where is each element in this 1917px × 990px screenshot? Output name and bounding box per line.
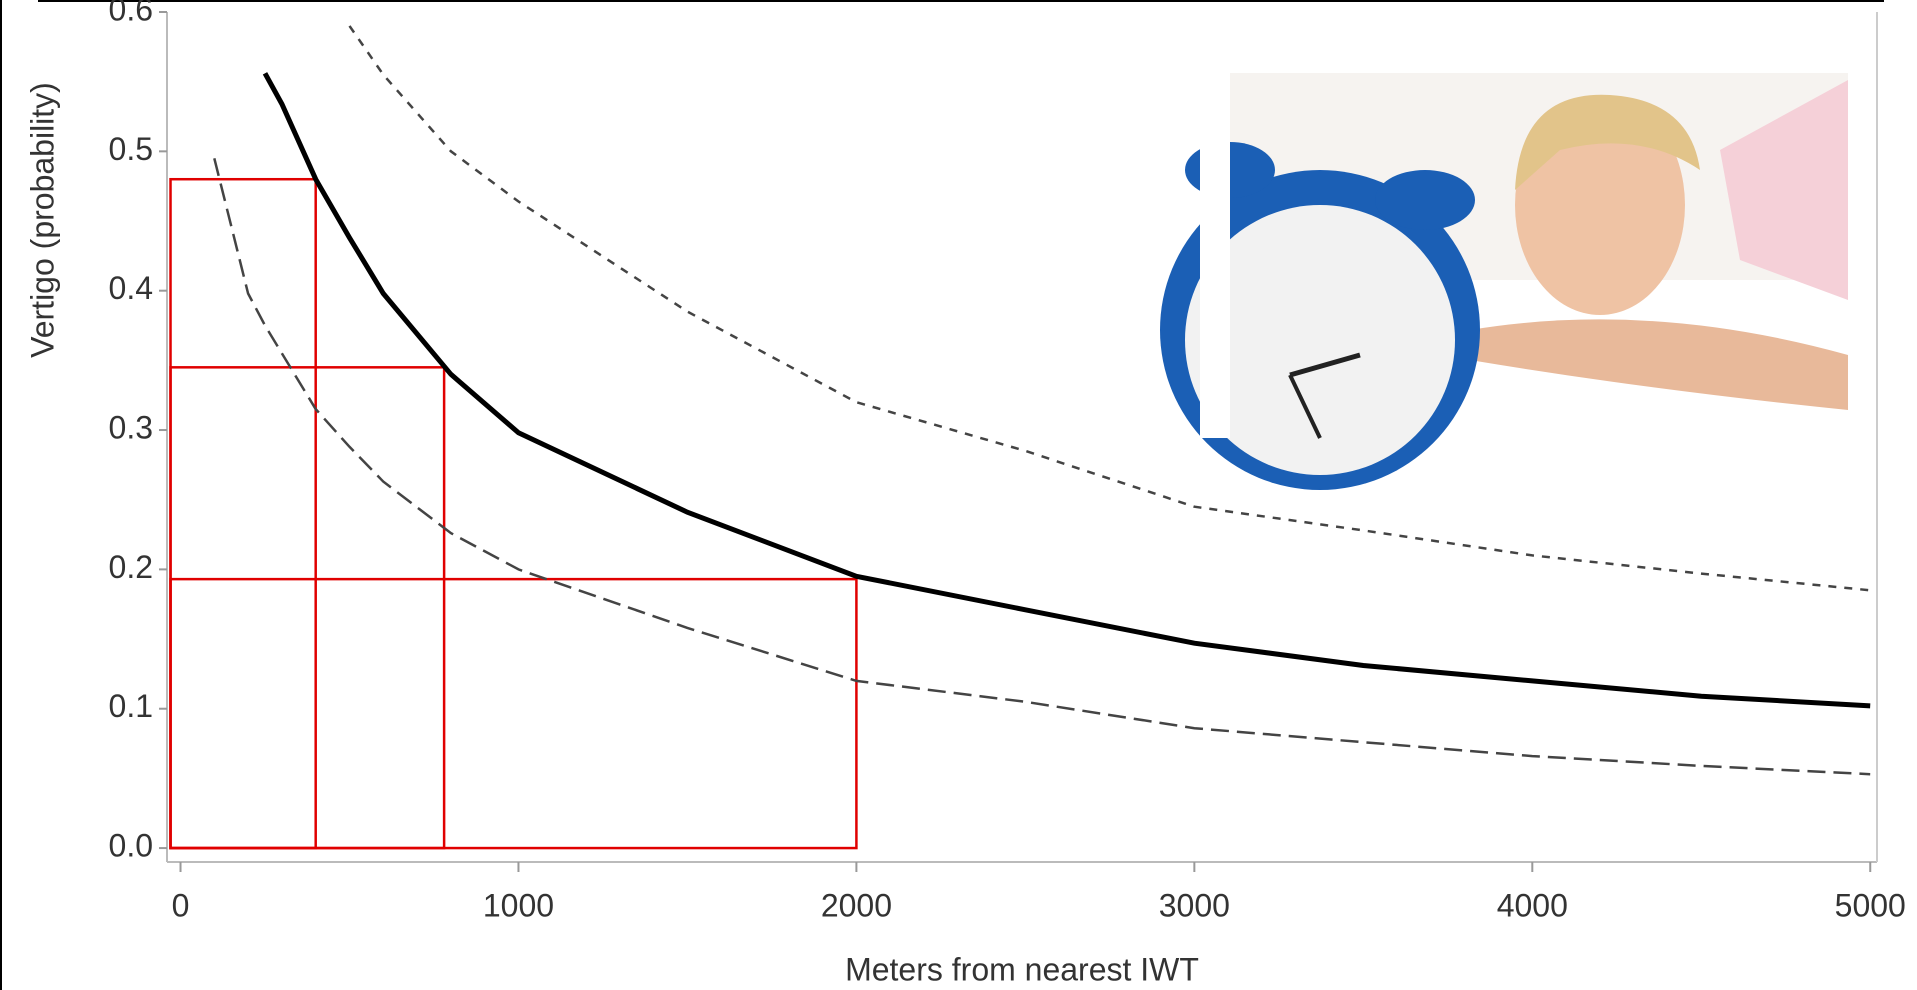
y-tick-label: 0.2 (109, 549, 153, 585)
chart: Meters from nearest IWT Vertigo (probabi… (0, 0, 1917, 990)
reference-box (171, 179, 316, 848)
page: Meters from nearest IWT Vertigo (probabi… (0, 0, 1917, 990)
y-tick-label: 0.1 (109, 688, 153, 724)
y-tick-label: 0.3 (109, 409, 153, 445)
y-tick-label: 0.0 (109, 828, 153, 864)
reference-box (171, 367, 445, 848)
clock-bell (1375, 170, 1475, 230)
y-tick-label: 0.6 (109, 0, 153, 27)
x-tick-label: 5000 (1835, 887, 1906, 923)
y-tick-label: 0.5 (109, 131, 153, 167)
x-axis-title: Meters from nearest IWT (845, 951, 1199, 987)
photo (1160, 73, 1848, 490)
x-tick-label: 2000 (821, 887, 892, 923)
x-tick-label: 4000 (1497, 887, 1568, 923)
y-tick-label: 0.4 (109, 270, 153, 306)
x-tick-label: 3000 (1159, 887, 1230, 923)
reference-box (171, 579, 857, 848)
x-tick-label: 1000 (483, 887, 554, 923)
photo-edge (1200, 73, 1230, 438)
y-axis-title: Vertigo (probability) (24, 82, 60, 358)
x-tick-label: 0 (172, 887, 190, 923)
